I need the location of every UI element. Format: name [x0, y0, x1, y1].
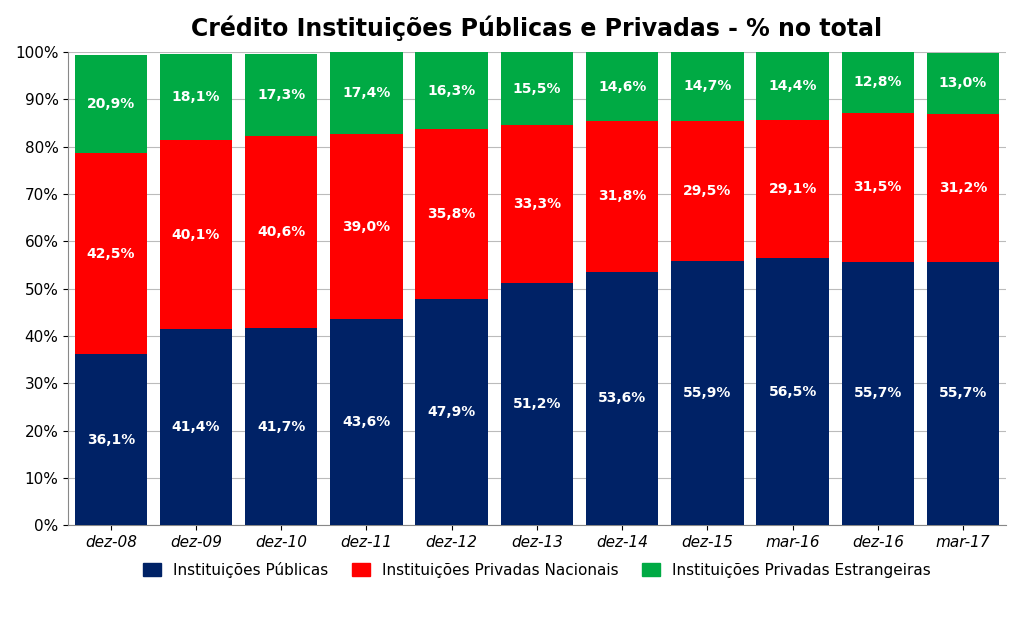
Text: 55,7%: 55,7% — [939, 387, 987, 401]
Text: 56,5%: 56,5% — [768, 385, 817, 399]
Legend: Instituições Públicas, Instituições Privadas Nacionais, Instituições Privadas Es: Instituições Públicas, Instituições Priv… — [137, 556, 937, 584]
Text: 40,1%: 40,1% — [172, 228, 220, 241]
Text: 29,1%: 29,1% — [768, 182, 817, 196]
Bar — [586, 52, 658, 121]
Bar — [671, 260, 743, 525]
Text: 14,6%: 14,6% — [598, 80, 646, 93]
Bar — [501, 125, 573, 283]
Text: 20,9%: 20,9% — [87, 97, 135, 111]
Bar — [245, 54, 317, 136]
Text: 51,2%: 51,2% — [513, 397, 561, 411]
Text: 17,3%: 17,3% — [257, 88, 305, 102]
Text: 15,5%: 15,5% — [513, 82, 561, 96]
Bar — [331, 319, 402, 525]
Bar — [160, 54, 232, 140]
Text: 36,1%: 36,1% — [87, 433, 135, 447]
Bar — [416, 129, 487, 299]
Bar — [501, 283, 573, 525]
Bar — [927, 114, 999, 262]
Text: 12,8%: 12,8% — [854, 76, 902, 90]
Bar — [757, 120, 828, 258]
Bar — [416, 299, 487, 525]
Text: 40,6%: 40,6% — [257, 225, 305, 239]
Bar — [245, 328, 317, 525]
Text: 13,0%: 13,0% — [939, 76, 987, 90]
Bar — [160, 330, 232, 525]
Bar — [671, 121, 743, 260]
Text: 14,4%: 14,4% — [768, 79, 817, 93]
Bar — [842, 52, 914, 113]
Text: 31,2%: 31,2% — [939, 181, 987, 195]
Text: 53,6%: 53,6% — [598, 392, 646, 406]
Text: 42,5%: 42,5% — [87, 247, 135, 261]
Bar — [927, 52, 999, 114]
Bar — [416, 52, 487, 129]
Bar — [75, 154, 147, 355]
Text: 33,3%: 33,3% — [513, 197, 561, 211]
Bar — [586, 121, 658, 271]
Bar — [842, 113, 914, 262]
Bar — [331, 52, 402, 134]
Text: 31,5%: 31,5% — [854, 180, 902, 194]
Text: 29,5%: 29,5% — [683, 184, 731, 198]
Bar — [586, 271, 658, 525]
Title: Crédito Instituições Públicas e Privadas - % no total: Crédito Instituições Públicas e Privadas… — [191, 15, 883, 40]
Bar — [160, 140, 232, 330]
Text: 18,1%: 18,1% — [172, 90, 220, 104]
Text: 17,4%: 17,4% — [342, 86, 391, 100]
Bar — [757, 258, 828, 525]
Text: 14,7%: 14,7% — [683, 79, 731, 93]
Bar — [757, 52, 828, 120]
Bar — [501, 52, 573, 125]
Text: 43,6%: 43,6% — [342, 415, 390, 429]
Bar — [842, 262, 914, 525]
Text: 35,8%: 35,8% — [427, 207, 476, 221]
Text: 39,0%: 39,0% — [342, 220, 390, 234]
Text: 16,3%: 16,3% — [428, 84, 476, 98]
Bar — [75, 355, 147, 525]
Bar — [245, 136, 317, 328]
Text: 41,4%: 41,4% — [172, 420, 220, 435]
Bar — [75, 54, 147, 154]
Text: 41,7%: 41,7% — [257, 420, 305, 434]
Text: 47,9%: 47,9% — [428, 405, 476, 419]
Text: 55,7%: 55,7% — [854, 387, 902, 401]
Bar — [671, 52, 743, 121]
Text: 55,9%: 55,9% — [683, 386, 731, 400]
Bar — [927, 262, 999, 525]
Bar — [331, 134, 402, 319]
Text: 31,8%: 31,8% — [598, 189, 646, 204]
